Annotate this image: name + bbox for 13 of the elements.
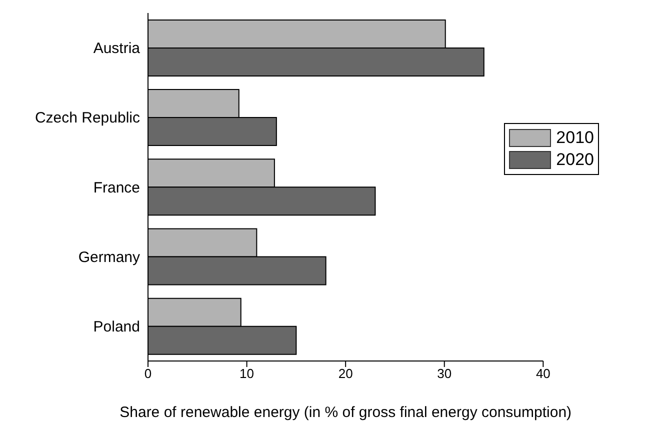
y-tick-label: Germany (78, 248, 140, 266)
y-tick-label: Poland (93, 318, 140, 336)
x-tick-label: 20 (338, 366, 353, 382)
legend-label: 2010 (556, 128, 594, 148)
x-tick-label: 40 (536, 366, 550, 382)
legend-label: 2020 (556, 150, 594, 170)
y-tick-label: Czech Republic (34, 110, 140, 127)
x-axis-title: Share of renewable energy (in % of gross final energy consumption) (120, 404, 572, 421)
x-tick-label: 0 (144, 366, 152, 382)
x-tick-label: 30 (437, 366, 452, 382)
y-tick-label: Austria (93, 40, 141, 58)
y-tick-label: France (93, 179, 140, 196)
x-tick-label: 10 (240, 366, 254, 382)
